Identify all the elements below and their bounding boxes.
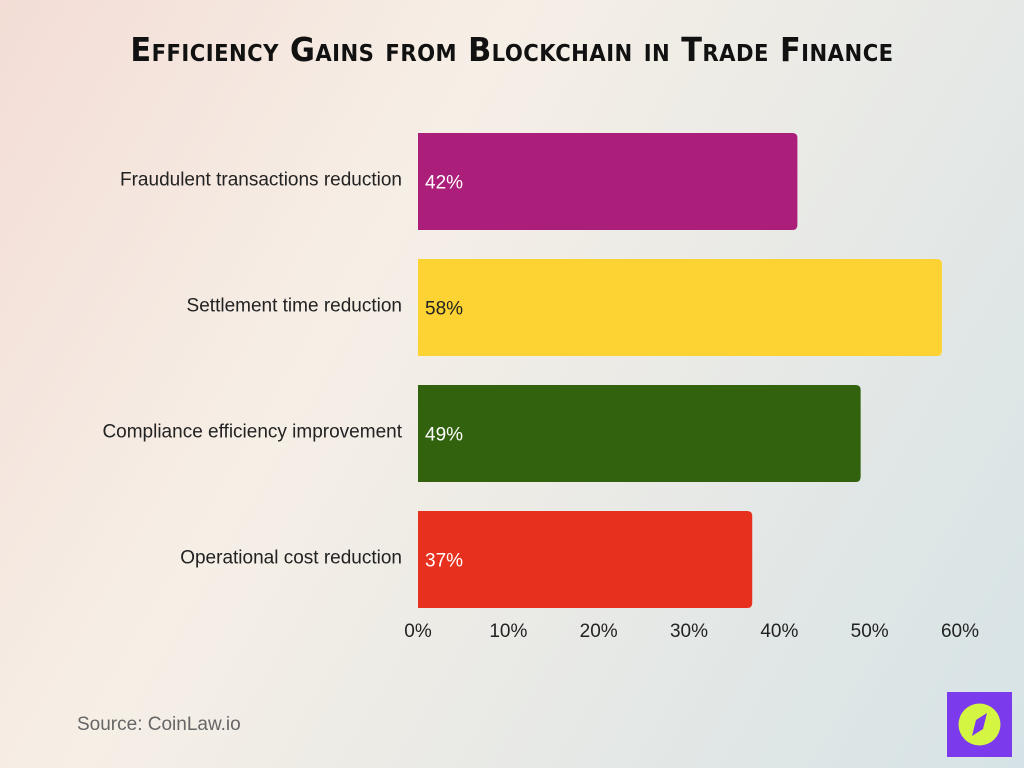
bar	[418, 511, 753, 608]
category-label: Compliance efficiency improvement	[102, 422, 402, 443]
bar	[418, 385, 861, 482]
category-label: Fraudulent transactions reduction	[120, 170, 402, 191]
bar	[418, 259, 942, 356]
x-tick-label: 10%	[489, 621, 527, 642]
data-label: 49%	[425, 425, 463, 446]
data-label: 37%	[425, 551, 463, 572]
source-text: Source: CoinLaw.io	[77, 714, 241, 735]
x-tick-label: 60%	[941, 621, 979, 642]
data-label: 42%	[425, 173, 463, 194]
category-label: Operational cost reduction	[180, 548, 402, 569]
x-tick-label: 40%	[760, 621, 798, 642]
x-tick-label: 30%	[670, 621, 708, 642]
logo	[947, 692, 1012, 757]
chart-title: Efficiency Gains from Blockchain in Trad…	[130, 30, 894, 69]
x-tick-label: 50%	[851, 621, 889, 642]
bar	[418, 133, 798, 230]
compass-icon	[958, 703, 1001, 746]
data-label: 58%	[425, 299, 463, 320]
category-label: Settlement time reduction	[187, 296, 402, 317]
x-tick-label: 20%	[580, 621, 618, 642]
x-tick-label: 0%	[404, 621, 432, 642]
